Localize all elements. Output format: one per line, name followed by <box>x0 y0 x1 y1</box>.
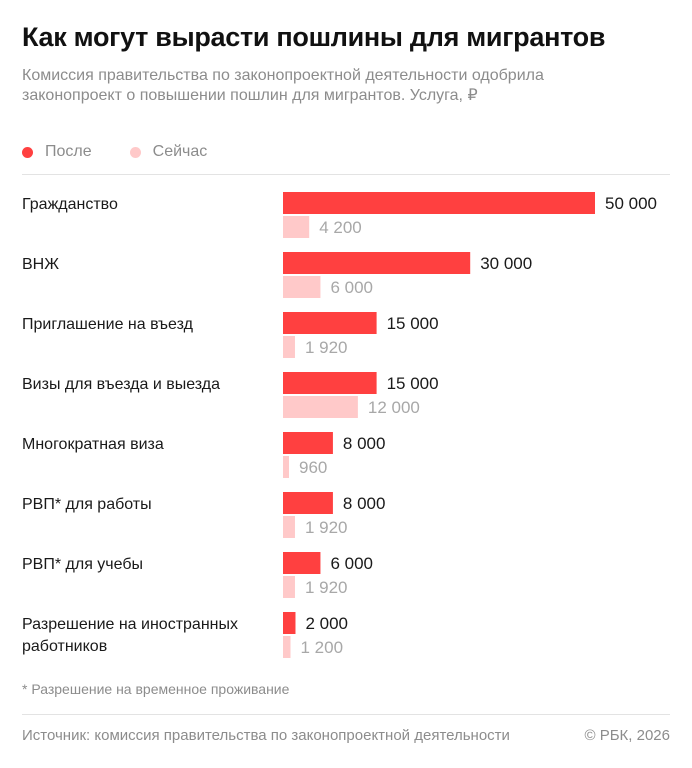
category-label: Разрешение на иностранных работников <box>22 616 238 655</box>
legend-now-dot-icon <box>129 146 141 158</box>
value-label-now: 960 <box>299 458 327 477</box>
value-label-now: 1 200 <box>300 638 343 657</box>
bar-after <box>283 312 377 334</box>
top-divider <box>22 174 670 175</box>
value-label-now: 12 000 <box>368 398 420 417</box>
value-label-after: 30 000 <box>480 254 532 273</box>
legend-now-label: Сейчас <box>152 143 208 160</box>
copyright: © РБК, 2026 <box>584 727 670 744</box>
bar-after <box>283 252 471 274</box>
category-label: Визы для въезда и выезда <box>22 376 220 393</box>
legend-item-now: Сейчас <box>129 143 208 161</box>
bar-now <box>283 396 358 418</box>
legend: После Сейчас <box>22 143 245 161</box>
legend-after-label: После <box>45 143 92 160</box>
value-label-now: 1 920 <box>305 518 348 537</box>
bar-now <box>283 216 310 238</box>
bar-after <box>283 552 321 574</box>
bar-now <box>283 276 321 298</box>
bar-now <box>283 456 289 478</box>
category-label: Многократная виза <box>22 436 164 453</box>
bar-after <box>283 372 377 394</box>
value-label-after: 8 000 <box>343 434 386 453</box>
bar-now <box>283 336 295 358</box>
category-label: РВП* для учебы <box>22 556 143 573</box>
value-label-after: 15 000 <box>387 374 439 393</box>
chart-title: Как могут вырасти пошлины для мигрантов <box>22 22 606 52</box>
category-label: Гражданство <box>22 196 118 213</box>
source-note: Источник: комиссия правительства по зако… <box>22 727 510 744</box>
value-label-now: 4 200 <box>319 218 362 237</box>
value-label-after: 6 000 <box>330 554 373 573</box>
bar-now <box>283 516 295 538</box>
bar-chart: Гражданство 50 000 4 200 ВНЖ 30 000 6 000 Приг… <box>22 192 657 658</box>
value-label-after: 15 000 <box>387 314 439 333</box>
bar-after <box>283 492 333 514</box>
value-label-after: 50 000 <box>605 194 657 213</box>
value-label-now: 1 920 <box>305 578 348 597</box>
value-label-after: 2 000 <box>305 614 348 633</box>
value-label-now: 6 000 <box>330 278 373 297</box>
legend-item-after: После <box>22 143 92 161</box>
bar-after <box>283 432 333 454</box>
legend-after-dot-icon <box>22 146 33 158</box>
chart-subtitle: Комиссия правительства по законопроектно… <box>22 67 544 104</box>
bottom-divider <box>22 714 670 715</box>
footnote: * Разрешение на временное проживание <box>22 681 290 697</box>
category-label: Приглашение на въезд <box>22 316 194 333</box>
value-label-now: 1 920 <box>305 338 348 357</box>
bar-now <box>283 636 291 658</box>
bar-after <box>283 192 595 214</box>
bar-after <box>283 612 296 634</box>
bar-now <box>283 576 295 598</box>
category-label: РВП* для работы <box>22 496 152 513</box>
value-label-after: 8 000 <box>343 494 386 513</box>
category-label: ВНЖ <box>22 256 59 273</box>
